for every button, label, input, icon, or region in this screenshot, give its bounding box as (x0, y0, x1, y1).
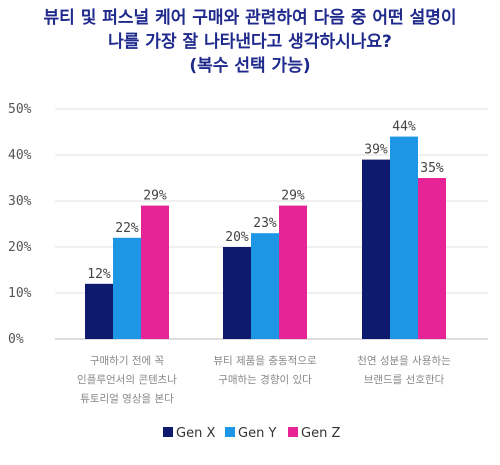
chart-title-line-1: 뷰티 및 퍼스널 케어 구매와 관련하여 다음 중 어떤 설명이 (43, 8, 457, 28)
category-label-1-line-2: 인플루언서의 콘텐츠나 (77, 374, 177, 386)
y-tick-label-10: 10% (8, 286, 32, 301)
category-label-3-line-1: 천연 성분을 사용하는 (357, 354, 451, 367)
data-label-gen-x-cat-1: 12% (87, 267, 111, 282)
data-label-gen-x-cat-2: 20% (225, 230, 249, 245)
category-label-2-line-1: 뷰티 제품을 충동적으로 (213, 355, 317, 367)
bar-gen-y-cat-3 (390, 136, 418, 339)
data-label-gen-z-cat-3: 35% (420, 161, 444, 176)
y-tick-label-50: 50% (8, 102, 32, 117)
category-label-1-line-1: 구매하기 전에 꼭 (90, 354, 165, 367)
y-tick-label-40: 40% (8, 148, 32, 163)
data-label-gen-y-cat-1: 22% (115, 221, 139, 236)
data-label-gen-y-cat-3: 44% (392, 120, 416, 135)
legend-label-gen-x: Gen X (176, 426, 215, 441)
data-label-gen-z-cat-2: 29% (281, 189, 305, 204)
bar-gen-x-cat-2 (223, 247, 251, 339)
chart-title-line-3: (복수 선택 가능) (189, 56, 311, 76)
legend-swatch-gen-x (163, 427, 173, 437)
legend-swatch-gen-z (288, 427, 298, 437)
bar-gen-y-cat-2 (251, 233, 279, 339)
legend-swatch-gen-y (225, 427, 235, 437)
data-label-gen-x-cat-3: 39% (364, 143, 388, 158)
chart-title: 뷰티 및 퍼스널 케어 구매와 관련하여 다음 중 어떤 설명이 나를 가장 잘… (0, 6, 500, 78)
bar-gen-z-cat-3 (418, 178, 446, 339)
y-tick-label-20: 20% (8, 240, 32, 255)
bar-gen-z-cat-2 (279, 205, 307, 339)
category-label-1-line-3: 튜토리얼 영상을 본다 (80, 393, 174, 405)
legend-label-gen-y: Gen Y (238, 426, 276, 441)
y-tick-label-30: 30% (8, 194, 32, 209)
data-label-gen-z-cat-1: 29% (143, 189, 167, 204)
bar-gen-x-cat-1 (85, 283, 113, 339)
category-label-2-line-2: 구매하는 경향이 있다 (218, 373, 312, 386)
bar-gen-x-cat-3 (362, 159, 390, 339)
legend-label-gen-z: Gen Z (301, 426, 340, 441)
bar-gen-z-cat-1 (141, 205, 169, 339)
y-tick-label-0: 0% (8, 332, 24, 347)
data-label-gen-y-cat-2: 23% (253, 216, 277, 231)
bar-gen-y-cat-1 (113, 237, 141, 339)
category-label-3-line-2: 브랜드를 선호한다 (364, 374, 445, 386)
chart-title-line-2: 나를 가장 잘 나타낸다고 생각하시나요? (108, 32, 392, 52)
